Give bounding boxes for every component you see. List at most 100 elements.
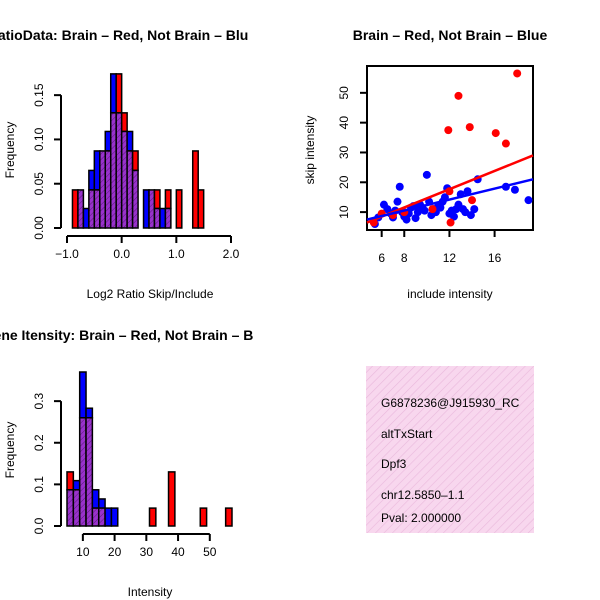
intensity-hist-ylabel: Frequency — [3, 422, 17, 479]
info-probe-id: G6878236@J915930_RC — [381, 396, 520, 410]
scatter-panel: Brain – Red, Not Brain – Blue include in… — [303, 27, 547, 301]
ratio-histogram-panel: RatioData: Brain – Red, Not Brain – Blu … — [0, 27, 248, 301]
ratio-hist-bar-not-brain — [126, 130, 134, 152]
ratio-hist-y-tick-label: 0.00 — [32, 216, 46, 240]
scatter-plot-box — [366, 65, 534, 231]
scatter-points — [366, 69, 534, 229]
scatter-title: Brain – Red, Not Brain – Blue — [353, 27, 548, 43]
scatter-trend-line-brain — [366, 154, 534, 224]
intensity-hist-axes: 10 20 30 40 50 0.0 0.1 0.2 0.3 — [32, 392, 217, 559]
intensity-hist-bar-brain — [148, 507, 157, 527]
intensity-hist-bar-not-brain — [72, 479, 81, 491]
scatter-point-not-brain — [393, 197, 402, 206]
ratio-hist-bar-brain — [131, 150, 139, 172]
scatter-y-tick-label: 40 — [337, 116, 351, 130]
scatter-point-not-brain — [449, 212, 458, 221]
ratio-hist-bar-not-brain — [109, 73, 117, 114]
ratio-hist-x-tick-label: −1.0 — [55, 247, 79, 261]
scatter-x-tick-label: 16 — [488, 251, 502, 265]
ratio-hist-bar-overlap — [153, 207, 161, 229]
ratio-hist-bar-brain — [115, 73, 123, 114]
scatter-point-brain — [468, 196, 477, 205]
ratio-hist-y-tick-label: 0.05 — [32, 172, 46, 196]
intensity-hist-x-tick-label: 50 — [203, 545, 217, 559]
ratio-hist-bar-overlap — [126, 150, 134, 229]
ratio-hist-xlabel: Log2 Ratio Skip/Include — [87, 287, 214, 301]
scatter-point-brain — [454, 91, 463, 100]
scatter-point-not-brain — [470, 205, 479, 214]
ratio-hist-bar-overlap — [104, 150, 112, 229]
intensity-hist-bar-brain — [167, 471, 176, 527]
ratio-hist-title: RatioData: Brain – Red, Not Brain – Blu — [0, 27, 248, 43]
intensity-hist-y-tick-label: 0.0 — [32, 517, 46, 534]
info-panel: G6878236@J915930_RC altTxStart Dpf3 chr1… — [366, 366, 534, 533]
intensity-hist-bars — [66, 371, 233, 527]
ratio-hist-bar-not-brain — [88, 169, 96, 191]
intensity-histogram-panel: Gene Itensity: Brain – Red, Not Brain – … — [0, 327, 253, 599]
ratio-hist-bar-not-brain — [142, 189, 150, 229]
ratio-hist-bar-not-brain — [93, 150, 101, 191]
scatter-point-not-brain — [463, 187, 472, 196]
intensity-hist-bar-not-brain — [91, 489, 100, 509]
ratio-hist-x-tick-label: 0.0 — [113, 247, 130, 261]
ratio-hist-bar-overlap — [88, 189, 96, 229]
ratio-hist-bar-overlap — [77, 189, 85, 229]
intensity-hist-bar-not-brain — [97, 498, 106, 509]
intensity-hist-bar-overlap — [91, 507, 100, 527]
ratio-hist-y-tick-label: 0.10 — [32, 127, 46, 151]
ratio-hist-bar-overlap — [131, 169, 139, 229]
intensity-hist-bar-overlap — [72, 489, 81, 527]
ratio-hist-bars — [71, 73, 205, 229]
intensity-hist-bar-brain — [66, 471, 75, 491]
ratio-hist-bar-not-brain — [159, 207, 167, 229]
scatter-point-brain — [491, 129, 500, 138]
ratio-hist-bar-not-brain — [104, 130, 112, 152]
scatter-y-tick-label: 20 — [337, 175, 351, 189]
scatter-point-not-brain — [395, 182, 404, 191]
scatter-point-brain — [444, 126, 453, 135]
ratio-hist-x-tick-label: 2.0 — [223, 247, 240, 261]
scatter-y-tick-label: 10 — [337, 205, 351, 219]
info-location: chr12.5850–1.1 — [381, 488, 465, 502]
ratio-hist-bar-brain — [120, 112, 128, 133]
info-gene-name: Dpf3 — [381, 457, 407, 471]
intensity-hist-x-tick-label: 30 — [140, 545, 154, 559]
intensity-hist-xlabel: Intensity — [128, 585, 173, 599]
scatter-point-not-brain — [422, 170, 431, 179]
intensity-hist-x-tick-label: 20 — [108, 545, 122, 559]
info-panel-background — [366, 366, 534, 533]
ratio-hist-bar-overlap — [120, 130, 128, 229]
ratio-hist-bar-not-brain — [82, 207, 90, 229]
ratio-hist-bar-overlap — [164, 207, 172, 229]
scatter-point-brain — [465, 123, 474, 132]
scatter-x-tick-label: 6 — [378, 251, 385, 265]
intensity-hist-bar-not-brain — [78, 371, 87, 419]
scatter-x-tick-label: 12 — [443, 251, 457, 265]
scatter-y-tick-label: 50 — [337, 86, 351, 100]
scatter-point-brain — [513, 69, 522, 78]
ratio-hist-bar-overlap — [115, 112, 123, 229]
intensity-hist-bar-not-brain — [104, 507, 113, 527]
ratio-hist-bar-brain — [153, 189, 161, 210]
intensity-hist-bar-brain — [199, 507, 208, 527]
intensity-hist-bar-overlap — [97, 507, 106, 527]
intensity-hist-x-tick-label: 40 — [171, 545, 185, 559]
scatter-x-tick-label: 8 — [401, 251, 408, 265]
ratio-hist-bar-brain — [191, 150, 199, 229]
intensity-hist-y-tick-label: 0.3 — [32, 392, 46, 409]
ratio-hist-bar-overlap — [93, 189, 101, 229]
ratio-hist-y-tick-label: 0.15 — [32, 83, 46, 107]
scatter-point-brain — [501, 139, 510, 148]
intensity-hist-bar-not-brain — [110, 507, 119, 527]
scatter-point-not-brain — [466, 211, 475, 220]
intensity-hist-bar-overlap — [66, 489, 75, 527]
scatter-point-not-brain — [510, 185, 519, 194]
ratio-hist-axes: −1.0 0.0 1.0 2.0 0.00 0.05 0.10 0.15 — [32, 83, 240, 261]
intensity-hist-bar-brain — [224, 507, 233, 527]
intensity-hist-title: Gene Itensity: Brain – Red, Not Brain – … — [0, 327, 253, 343]
info-event-type: altTxStart — [381, 427, 433, 441]
scatter-point-brain — [446, 218, 455, 227]
ratio-hist-bar-overlap — [99, 150, 107, 229]
